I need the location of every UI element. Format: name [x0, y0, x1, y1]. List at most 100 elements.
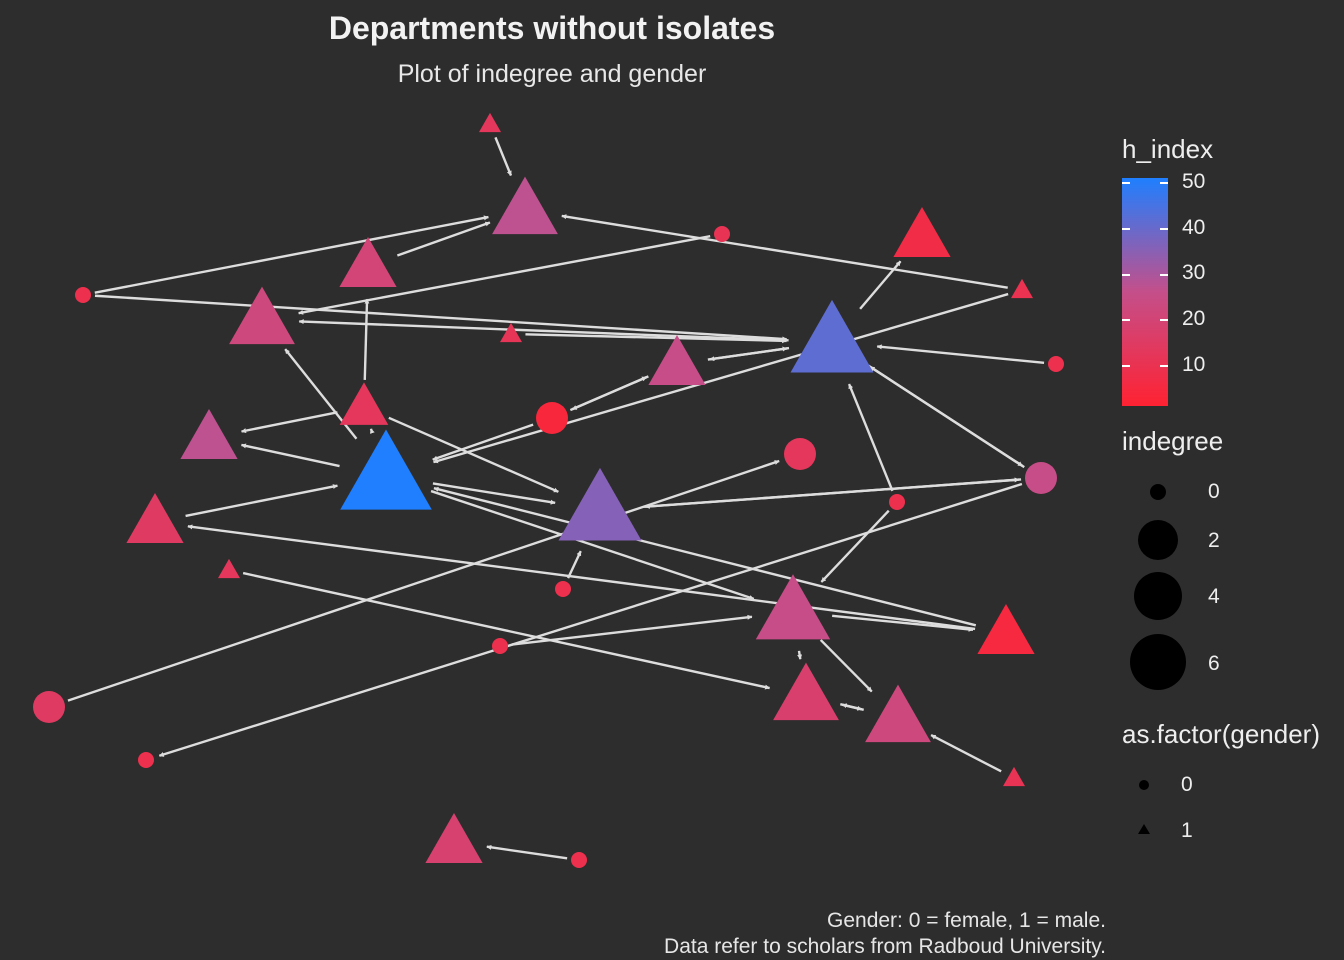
colorbar-tick-mark	[1122, 319, 1130, 321]
legend-shape-label: 0	[1181, 773, 1193, 796]
legend-color-tick: 20	[1182, 307, 1206, 330]
edge-arrow	[797, 650, 803, 660]
node-circle	[1048, 356, 1064, 372]
legend-size-title: indegree	[1122, 426, 1224, 456]
edge-arrow	[185, 484, 338, 518]
colorbar-tick-mark	[1160, 182, 1168, 184]
colorbar-tick-mark	[1160, 228, 1168, 230]
legend-colorbar	[1122, 178, 1168, 406]
edge-arrow	[396, 221, 491, 257]
colorbar-tick-mark	[1122, 365, 1130, 367]
colorbar-tick-mark	[1122, 182, 1130, 184]
legend-circle-icon	[1139, 780, 1149, 790]
node-triangle	[492, 176, 558, 235]
node-triangle	[425, 812, 483, 864]
node-triangle	[790, 299, 874, 373]
node-circle	[555, 581, 571, 597]
node-triangle	[340, 429, 432, 510]
chart-title: Departments without isolates	[328, 10, 776, 46]
legend-color-title: h_index	[1122, 134, 1214, 164]
edge-arrow	[241, 411, 338, 434]
edge-arrow	[876, 344, 1045, 365]
edge-arrow	[433, 292, 1009, 464]
edge-arrow	[67, 459, 780, 702]
node-triangle	[865, 684, 931, 743]
edge-arrow	[242, 571, 771, 690]
edge-arrow	[832, 614, 974, 632]
chart-caption: Gender: 0 = female, 1 = male. Data refer…	[664, 908, 1106, 960]
edge-arrow	[430, 489, 755, 601]
node-triangle	[648, 334, 706, 386]
legend-color-tick: 40	[1182, 216, 1206, 239]
legend-color-tick: 50	[1182, 170, 1206, 193]
node-triangle	[1003, 766, 1025, 787]
edge-arrow	[707, 346, 788, 361]
legend-size-label: 4	[1208, 585, 1220, 608]
node-circle	[75, 287, 91, 303]
node-triangle	[180, 408, 238, 460]
node-circle	[889, 494, 905, 510]
edge-arrow	[433, 486, 977, 627]
node-circle	[571, 852, 587, 868]
node-circle	[138, 752, 154, 768]
legend-size-label: 0	[1208, 480, 1220, 503]
node-circle	[536, 402, 568, 434]
legend-size-label: 6	[1208, 652, 1220, 675]
edge-arrow	[847, 383, 894, 492]
colorbar-tick-mark	[1160, 365, 1168, 367]
legend-size-key-4	[1134, 572, 1182, 620]
edge-arrow	[525, 333, 788, 344]
node-triangle	[755, 574, 831, 640]
edge-arrow	[363, 298, 370, 380]
colorbar-tick-mark	[1160, 319, 1168, 321]
node-triangle	[500, 322, 522, 343]
edge-arrow	[643, 477, 1020, 509]
node-triangle	[893, 206, 951, 258]
edge-arrow	[187, 524, 976, 631]
edge-arrow	[841, 703, 864, 711]
edge-arrow	[494, 136, 513, 176]
node-triangle	[558, 467, 642, 541]
edge-arrow	[284, 348, 358, 440]
legend-color-tick: 10	[1182, 353, 1206, 376]
chart-subtitle: Plot of indegree and gender	[397, 60, 707, 88]
node-triangle	[1011, 278, 1033, 299]
edge-arrow	[486, 844, 568, 860]
colorbar-tick-mark	[1122, 274, 1130, 276]
caption-line-2: Data refer to scholars from Radboud Univ…	[664, 935, 1106, 958]
edge-arrow	[820, 509, 890, 583]
node-triangle	[218, 558, 240, 579]
node-circle	[784, 438, 816, 470]
node-triangle	[339, 236, 397, 288]
caption-line-1: Gender: 0 = female, 1 = male.	[827, 909, 1106, 932]
edge-arrow	[388, 416, 559, 493]
legend-shape-label: 1	[1181, 819, 1193, 842]
node-triangle	[229, 286, 295, 345]
edge-arrow	[432, 423, 534, 461]
node-triangle	[339, 382, 389, 425]
node-circle	[33, 691, 65, 723]
colorbar-tick-mark	[1160, 274, 1168, 276]
node-triangle	[977, 603, 1035, 655]
edges-layer	[67, 136, 1045, 860]
node-triangle	[126, 492, 184, 544]
legend-size-key-6	[1130, 634, 1186, 690]
legend-shape-keys	[1138, 780, 1150, 834]
edge-arrow	[158, 482, 1023, 757]
edge-arrow	[369, 428, 375, 434]
edge-arrow	[511, 614, 753, 646]
edge-arrow	[930, 734, 1002, 773]
colorbar-tick-mark	[1122, 228, 1130, 230]
legend-size-keys	[1130, 484, 1186, 690]
edge-arrow	[432, 482, 556, 505]
legend-triangle-icon	[1138, 824, 1150, 834]
legend-size-key-2	[1138, 520, 1178, 560]
legend-size-label: 2	[1208, 529, 1220, 552]
node-circle	[492, 638, 508, 654]
edge-arrow	[571, 375, 649, 411]
node-triangle	[479, 112, 501, 133]
edge-arrow	[94, 215, 489, 294]
legend-size-key-0	[1150, 484, 1166, 500]
edge-arrow	[867, 364, 1024, 468]
